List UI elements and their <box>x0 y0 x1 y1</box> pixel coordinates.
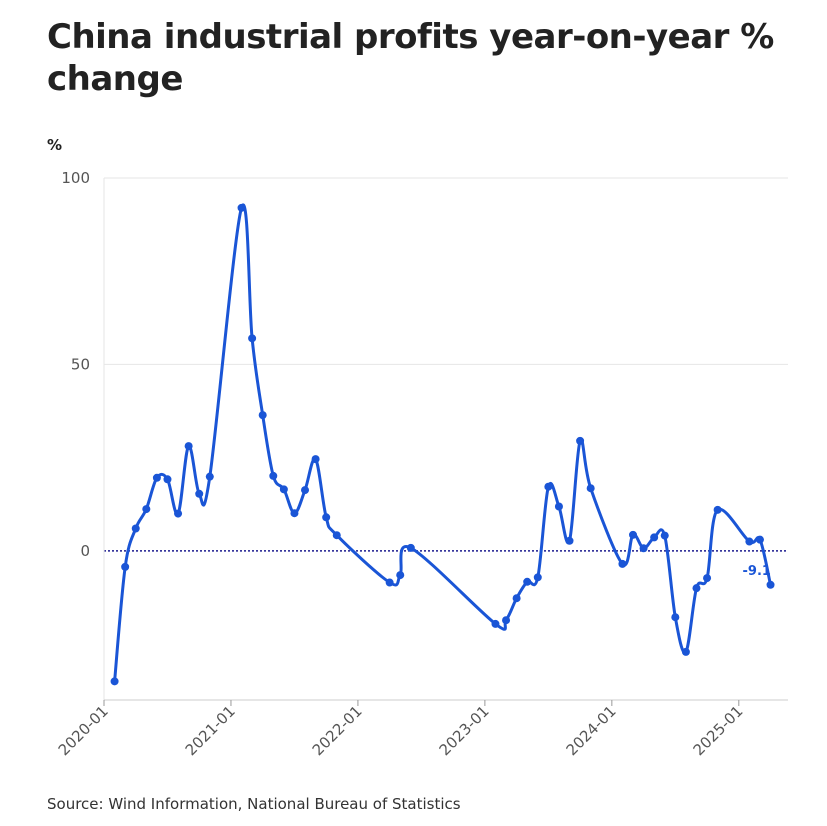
y-tick-label: 0 <box>80 542 90 560</box>
y-tick-label: 50 <box>71 355 90 373</box>
x-tick-label: 2023-01 <box>436 702 493 759</box>
data-point <box>205 472 214 481</box>
data-point <box>745 537 754 546</box>
data-point <box>396 571 405 580</box>
data-point <box>110 677 119 686</box>
x-tick-label: 2024-01 <box>563 702 620 759</box>
y-tick-label: 100 <box>61 169 90 187</box>
data-point <box>152 473 161 482</box>
data-point <box>385 578 394 587</box>
data-point <box>755 535 764 544</box>
data-point <box>131 524 140 533</box>
data-point <box>533 573 542 582</box>
data-point <box>692 584 701 593</box>
points-layer <box>110 203 775 686</box>
data-point <box>311 455 320 464</box>
data-point <box>258 411 267 420</box>
source-note: Source: Wind Information, National Burea… <box>47 795 461 813</box>
data-point <box>554 502 563 511</box>
data-point <box>713 505 722 514</box>
x-tick-label: 2025-01 <box>690 702 747 759</box>
data-point <box>512 594 521 603</box>
data-point <box>406 543 415 552</box>
x-tick-label: 2022-01 <box>309 702 366 759</box>
data-point <box>163 475 172 484</box>
axis-layer: 0 50 100 2020-01 2021-01 2022-01 2023-01 2024-0… <box>55 169 788 759</box>
data-point <box>279 485 288 494</box>
grid-layer <box>104 177 788 552</box>
data-point <box>565 536 574 545</box>
data-point <box>301 486 310 495</box>
data-point <box>650 533 659 542</box>
last-value-label: -9.1 <box>743 564 771 579</box>
data-point <box>322 513 331 522</box>
x-tick-label: 2021-01 <box>182 702 239 759</box>
data-point <box>703 574 712 583</box>
data-point <box>195 489 204 498</box>
data-point <box>618 559 627 568</box>
data-point <box>121 562 130 571</box>
x-tick-label: 2020-01 <box>55 702 112 759</box>
series-line <box>113 203 772 683</box>
data-point <box>660 531 669 540</box>
chart-title: China industrial profits year-on-year % … <box>47 17 774 99</box>
data-point <box>523 577 532 586</box>
data-point <box>332 531 341 540</box>
data-point <box>237 203 246 212</box>
data-point <box>184 442 193 451</box>
label-layer: -9.1 <box>743 564 771 579</box>
data-point <box>248 334 257 343</box>
data-point <box>671 613 680 622</box>
data-point <box>142 505 151 514</box>
data-point <box>629 530 637 539</box>
data-point <box>544 482 553 491</box>
data-point <box>269 471 278 480</box>
data-point <box>174 509 183 518</box>
data-point <box>491 619 500 628</box>
data-point <box>586 484 595 493</box>
data-point <box>502 616 511 625</box>
data-point <box>290 509 299 518</box>
data-point <box>576 436 585 445</box>
data-point <box>681 647 690 656</box>
data-point <box>766 580 775 589</box>
data-point <box>639 544 648 553</box>
y-axis-unit-label: % <box>47 136 63 154</box>
